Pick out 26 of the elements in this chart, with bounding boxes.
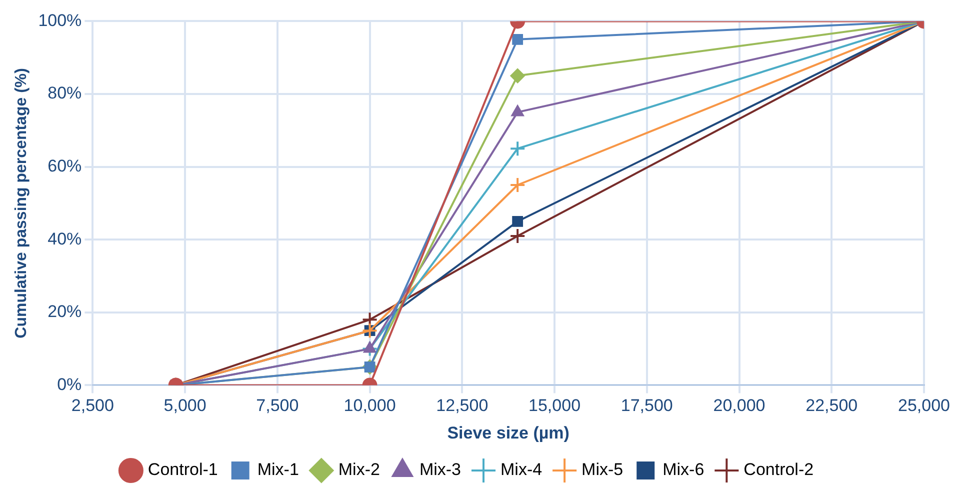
- x-axis-title: Sieve size (µm): [447, 423, 570, 442]
- legend-label: Control-2: [744, 460, 814, 480]
- legend-label: Mix-4: [500, 460, 542, 480]
- x-tick-label: 22,500: [806, 396, 858, 416]
- y-tick-label: 100%: [38, 10, 82, 30]
- legend-label: Mix-3: [419, 460, 462, 480]
- y-axis-title: Cumulative passing percentage (%): [13, 68, 30, 338]
- y-tick-label: 40%: [48, 229, 82, 248]
- x-tick-label: 20,000: [713, 396, 766, 416]
- legend-label: Mix-5: [582, 460, 624, 480]
- x-tick-label: 25,000: [898, 396, 950, 416]
- x-tick-label: 17,500: [620, 396, 673, 416]
- x-tick-label: 15,000: [528, 396, 581, 416]
- y-tick-label: 0%: [57, 374, 82, 394]
- x-tick-label: 5,000: [164, 396, 206, 416]
- x-tick-label: 12,500: [436, 396, 488, 416]
- legend-label: Mix-6: [662, 460, 704, 480]
- legend-label: Control-1: [148, 460, 218, 480]
- y-tick-label: 60%: [48, 156, 82, 176]
- x-tick-label: 2,500: [71, 396, 114, 416]
- x-tick-label: 7,500: [256, 396, 299, 416]
- x-tick-label: 10,000: [344, 396, 396, 416]
- legend-label: Mix-2: [338, 460, 380, 480]
- legend-label: Mix-1: [257, 460, 299, 480]
- y-tick-label: 20%: [48, 302, 82, 322]
- y-tick-label: 80%: [48, 84, 82, 103]
